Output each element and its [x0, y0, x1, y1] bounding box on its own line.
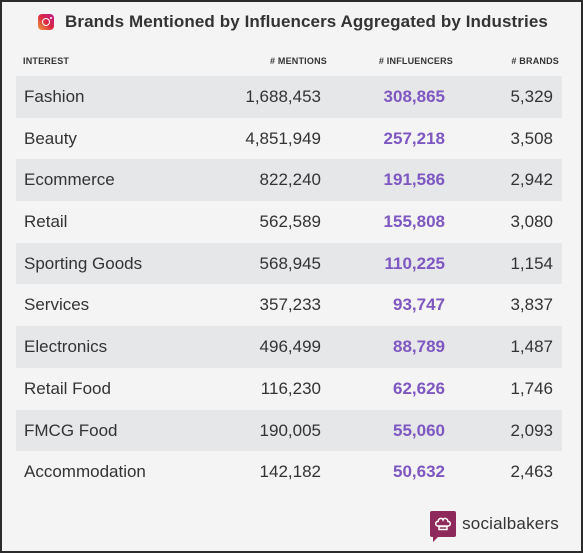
table-row: Beauty 4,851,949 257,218 3,508: [16, 117, 562, 160]
panel-title: Brands Mentioned by Influencers Aggregat…: [65, 12, 548, 31]
influencers-cell: 110,225: [384, 253, 445, 273]
table-row: Sporting Goods 568,945 110,225 1,154: [16, 242, 562, 285]
mentions-cell: 496,499: [259, 337, 321, 357]
mentions-cell: 822,240: [259, 170, 321, 190]
mentions-cell: 190,005: [259, 420, 321, 440]
column-header-brands: # BRANDS: [511, 56, 559, 66]
mentions-cell: 1,688,453: [245, 87, 321, 106]
interest-cell: Sporting Goods: [24, 253, 143, 273]
mentions-cell: 116,230: [260, 378, 321, 398]
influencers-cell: 308,865: [383, 87, 445, 106]
interest-cell: Beauty: [24, 128, 77, 148]
table-row: Retail 562,589 155,808 3,080: [16, 201, 562, 243]
industries-table: Fashion 1,688,453 308,865 5,329 Beauty 4,851,…: [16, 76, 562, 493]
brands-cell: 5,329: [510, 87, 553, 106]
socialbakers-brand: socialbakers: [430, 511, 559, 542]
table-row: Fashion 1,688,453 308,865 5,329: [16, 76, 562, 118]
table-row: Retail Food 116,230 62,626 1,746: [16, 367, 562, 410]
influencers-cell: 55,060: [393, 420, 445, 440]
brands-cell: 1,487: [510, 337, 553, 357]
column-header-influencers: # INFLUENCERS: [378, 56, 453, 66]
socialbakers-wordmark: socialbakers: [462, 514, 559, 533]
panel-header: Brands Mentioned by Influencers Aggregat…: [38, 11, 571, 33]
interest-cell: FMCG Food: [24, 420, 118, 440]
interest-cell: Electronics: [24, 337, 108, 357]
interest-cell: Accommodation: [24, 462, 146, 482]
mentions-cell: 142,182: [259, 462, 321, 482]
instagram-icon: [38, 14, 54, 30]
column-header-mentions: # MENTIONS: [269, 56, 327, 66]
interest-cell: Retail: [24, 212, 68, 232]
mentions-cell: 4,851,949: [245, 128, 321, 148]
interest-cell: Services: [24, 295, 90, 315]
influencers-cell: 88,789: [393, 337, 445, 357]
mentions-cell: 562,589: [259, 212, 321, 232]
influencers-cell: 93,747: [393, 295, 445, 315]
brands-cell: 3,080: [510, 212, 553, 232]
table-row: Services 357,233 93,747 3,837: [16, 284, 562, 327]
interest-cell: Retail Food: [24, 378, 111, 398]
brands-cell: 2,942: [510, 170, 553, 190]
interest-cell: Fashion: [24, 87, 85, 106]
influencers-cell: 50,632: [393, 462, 445, 482]
socialbakers-chef-hat-icon: [430, 511, 457, 542]
table-row: Electronics 496,499 88,789 1,487: [16, 326, 562, 368]
influencers-cell: 191,586: [383, 170, 445, 190]
table-row: FMCG Food 190,005 55,060 2,093: [16, 409, 562, 452]
column-header-interest: INTEREST: [23, 56, 70, 66]
brands-cell: 1,746: [510, 378, 553, 398]
table-row: Accommodation 142,182 50,632 2,463: [16, 451, 562, 493]
influencers-cell: 257,218: [383, 128, 445, 148]
brands-cell: 2,463: [510, 462, 553, 482]
brands-cell: 1,154: [510, 253, 553, 273]
mentions-cell: 568,945: [259, 253, 321, 273]
table-row: Ecommerce 822,240 191,586 2,942: [16, 159, 562, 202]
interest-cell: Ecommerce: [24, 170, 115, 190]
brands-cell: 3,837: [510, 295, 553, 315]
brands-cell: 2,093: [510, 420, 553, 440]
influencers-cell: 62,626: [393, 378, 445, 398]
mentions-cell: 357,233: [259, 295, 321, 315]
influencers-cell: 155,808: [383, 212, 445, 232]
brands-cell: 3,508: [510, 128, 553, 148]
